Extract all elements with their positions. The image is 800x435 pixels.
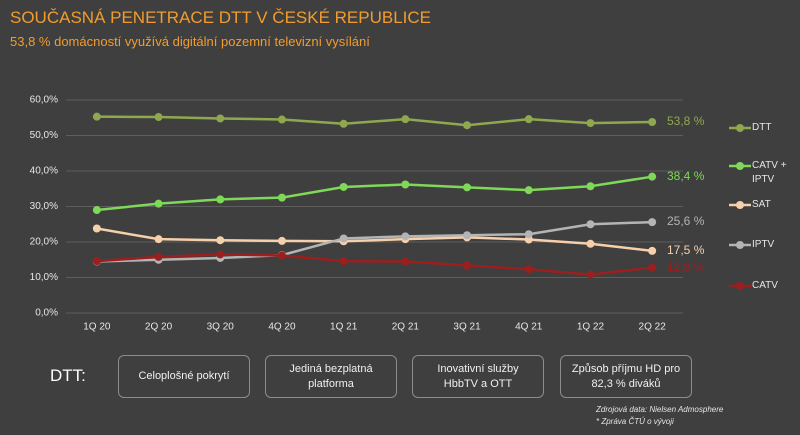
legend-marker xyxy=(736,124,744,132)
data-point xyxy=(524,186,533,195)
data-point xyxy=(648,218,657,227)
data-point xyxy=(92,257,101,266)
data-point xyxy=(401,180,410,189)
data-point xyxy=(277,236,286,245)
chart-title: SOUČASNÁ PENETRACE DTT V ČESKÉ REPUBLICE xyxy=(10,8,432,27)
x-tick-label: 2Q 20 xyxy=(145,322,173,333)
data-point xyxy=(216,195,225,204)
legend-marker xyxy=(736,162,744,170)
y-tick-label: 60,0% xyxy=(30,95,58,106)
feature-box: Jediná bezplatná platforma xyxy=(265,355,397,398)
data-point xyxy=(92,112,101,121)
value-label: 12,8 % xyxy=(667,259,705,274)
feature-box: Inovativní služby HbbTV a OTT xyxy=(412,355,544,398)
data-point xyxy=(648,118,657,127)
data-point xyxy=(339,119,348,128)
data-point xyxy=(586,239,595,248)
legend-label: DTT xyxy=(752,122,772,133)
data-point xyxy=(401,232,410,241)
footnote: Zdrojová data: Nielsen Admosphere xyxy=(596,405,724,414)
data-point xyxy=(463,261,472,270)
data-point xyxy=(524,265,533,274)
legend-label: SAT xyxy=(752,199,771,210)
x-tick-label: 3Q 21 xyxy=(453,322,481,333)
value-label: 38,4 % xyxy=(667,168,705,183)
data-point xyxy=(648,246,657,255)
x-tick-label: 4Q 21 xyxy=(515,322,543,333)
x-tick-label: 1Q 22 xyxy=(577,322,605,333)
feature-box: Celoplošné pokrytí xyxy=(118,355,250,398)
data-point xyxy=(92,206,101,215)
series-line xyxy=(96,220,653,263)
y-tick-label: 20,0% xyxy=(30,237,58,248)
data-point xyxy=(154,252,163,261)
y-tick-label: 30,0% xyxy=(30,201,58,212)
data-point xyxy=(277,115,286,124)
y-tick-label: 40,0% xyxy=(30,166,58,177)
legend-label: CATV xyxy=(752,280,778,291)
x-tick-label: 1Q 21 xyxy=(330,322,358,333)
data-point xyxy=(524,115,533,124)
data-point xyxy=(339,182,348,191)
series-line xyxy=(96,227,653,253)
data-point xyxy=(648,263,657,272)
data-point xyxy=(648,172,657,181)
data-point xyxy=(586,119,595,128)
legend-label: CATV + IPTV xyxy=(752,160,787,185)
data-point xyxy=(216,236,225,245)
data-point xyxy=(216,250,225,259)
data-point xyxy=(586,220,595,229)
data-point xyxy=(92,224,101,233)
x-tick-label: 1Q 20 xyxy=(83,322,111,333)
feature-box: Způsob příjmu HD pro 82,3 % diváků xyxy=(560,355,692,398)
data-point xyxy=(216,114,225,123)
data-point xyxy=(154,113,163,122)
x-tick-label: 3Q 20 xyxy=(207,322,235,333)
data-point xyxy=(277,251,286,260)
data-point xyxy=(277,193,286,202)
data-point xyxy=(401,115,410,124)
data-point xyxy=(154,199,163,208)
data-point xyxy=(339,257,348,266)
legend-marker xyxy=(736,241,744,249)
data-point xyxy=(339,234,348,243)
legend-label: IPTV xyxy=(752,239,775,250)
data-point xyxy=(463,231,472,240)
footnote: * Zpráva ČTÚ o vývoji xyxy=(596,417,674,426)
data-point xyxy=(154,235,163,244)
data-point xyxy=(586,270,595,279)
y-tick-label: 10,0% xyxy=(30,272,58,283)
features-label: DTT: xyxy=(50,366,86,385)
data-point xyxy=(524,230,533,239)
series-line xyxy=(96,115,653,127)
data-point xyxy=(463,183,472,192)
x-tick-label: 4Q 20 xyxy=(268,322,296,333)
y-tick-label: 0,0% xyxy=(35,308,58,319)
value-label: 53,8 % xyxy=(667,114,705,128)
series-line xyxy=(96,175,653,212)
legend-marker xyxy=(736,282,744,290)
series-line xyxy=(96,253,653,276)
chart-subtitle: 53,8 % domácností využívá digitální poze… xyxy=(10,34,370,49)
x-tick-label: 2Q 22 xyxy=(639,322,667,333)
value-label: 17,5 % xyxy=(667,242,705,257)
value-label: 25,6 % xyxy=(667,214,705,229)
data-point xyxy=(463,121,472,130)
legend-marker xyxy=(736,201,744,209)
data-point xyxy=(586,182,595,191)
y-tick-label: 50,0% xyxy=(30,130,58,141)
x-tick-label: 2Q 21 xyxy=(392,322,420,333)
data-point xyxy=(401,257,410,266)
